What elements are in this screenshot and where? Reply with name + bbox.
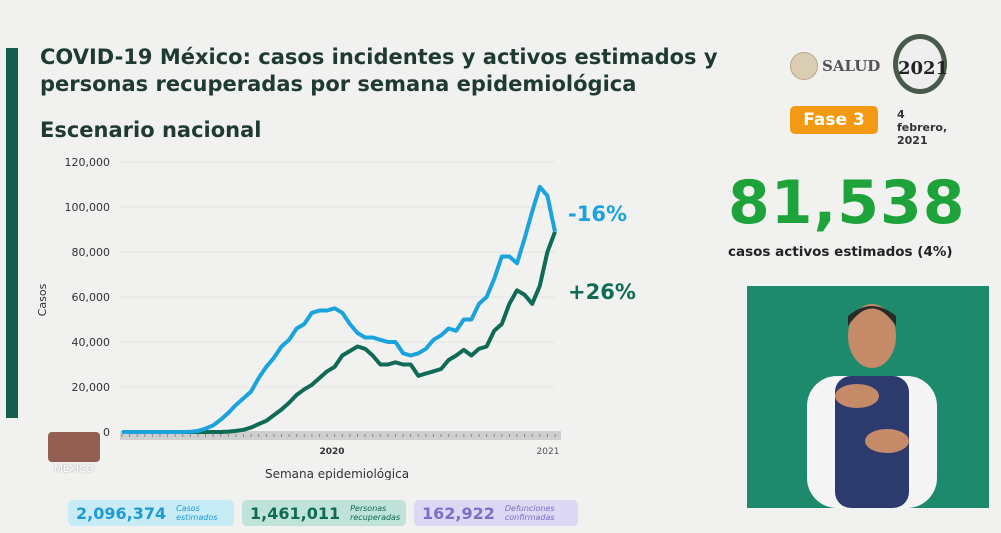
accent-bar — [6, 48, 18, 418]
card-estimated-cases: 2,096,374 Casos estimados — [68, 500, 234, 526]
salud-logo-text: SALUD — [822, 57, 881, 75]
card-recovered: 1,461,011 Personas recuperadas — [242, 500, 406, 526]
y-tick-label: 100,000 — [65, 201, 111, 214]
phase-badge: Fase 3 — [790, 106, 878, 134]
series-line-0 — [122, 184, 557, 434]
y-tick-label: 60,000 — [72, 291, 111, 304]
card-label: Defunciones confirmadas — [504, 504, 555, 522]
y-tick-label: 40,000 — [72, 336, 111, 349]
interpreter-figure — [807, 304, 937, 508]
y-tick-label: 0 — [103, 426, 110, 439]
gobierno-de-mexico-logo: MÉXICO — [48, 432, 100, 502]
sign-language-interpreter-video — [747, 286, 989, 508]
active-cases-label: casos activos estimados (4%) — [728, 244, 953, 260]
page-title: COVID-19 México: casos incidentes y acti… — [40, 45, 718, 96]
y-tick-label: 120,000 — [65, 156, 111, 169]
y-tick-label: 80,000 — [72, 246, 111, 259]
seal-icon — [790, 52, 818, 80]
x-axis-label: Semana epidemiológica — [265, 467, 409, 480]
blue-change-label: -16% — [568, 202, 627, 226]
card-value: 1,461,011 — [250, 503, 341, 523]
card-label: Casos estimados — [176, 504, 218, 522]
year-label: 2021 — [537, 447, 560, 457]
salud-logo: SALUD — [790, 52, 880, 80]
y-axis-label: Casos — [36, 283, 49, 316]
line-chart: 0 20,000 40,000 60,000 80,000 100,000 120,000 2… — [36, 156, 561, 480]
green-change-label: +26% — [568, 280, 636, 304]
year-label: 2020 — [319, 447, 344, 457]
mexico-logo-text: MÉXICO — [54, 464, 94, 475]
mexico-2021-logo: 2021 — [893, 34, 948, 94]
page-subtitle: Escenario nacional — [40, 118, 262, 142]
card-deaths: 162,922 Defunciones confirmadas — [414, 500, 578, 526]
series-line-1 — [122, 231, 557, 434]
card-value: 2,096,374 — [76, 503, 167, 523]
date-label: 4 febrero, 2021 — [897, 108, 948, 147]
card-label: Personas recuperadas — [350, 504, 401, 522]
card-value: 162,922 — [422, 503, 495, 523]
y-tick-label: 20,000 — [72, 381, 111, 394]
active-cases-value: 81,538 — [728, 168, 966, 238]
x-axis-band — [120, 431, 561, 440]
